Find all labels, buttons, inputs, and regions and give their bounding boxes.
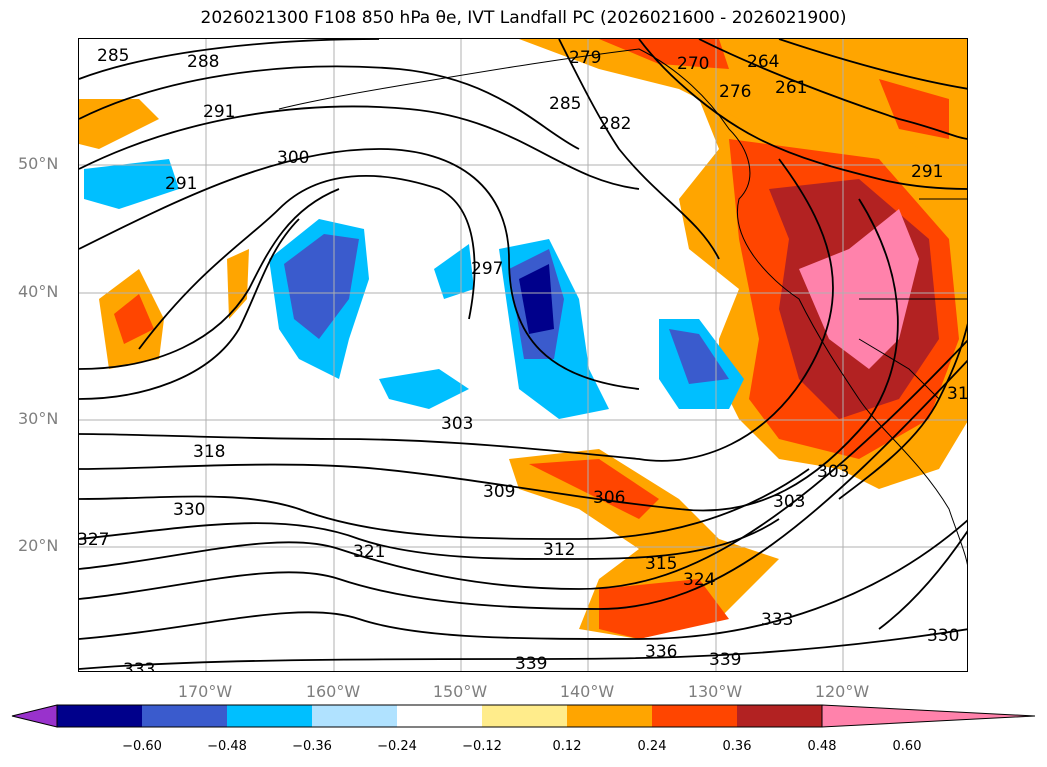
contour-labels: 285 288 291 300 291 297 279 270 264 261 … bbox=[79, 46, 968, 672]
colorbar-cell bbox=[312, 705, 397, 727]
contour-label: 303 bbox=[441, 414, 473, 434]
contour-label: 315 bbox=[645, 554, 677, 574]
contour-label: 330 bbox=[927, 626, 959, 646]
graticule bbox=[79, 39, 967, 671]
colorbar-tick-label: 0.60 bbox=[892, 739, 922, 754]
colorbar-tick-label: 0.48 bbox=[807, 739, 837, 754]
colorbar bbox=[11, 704, 1036, 728]
colorbar-tick-label: −0.48 bbox=[207, 739, 247, 754]
colorbar-cell bbox=[142, 705, 227, 727]
positive-shading-subtropical-inner bbox=[529, 459, 659, 519]
colorbar-arrow-left bbox=[11, 704, 58, 728]
contour-label: 306 bbox=[593, 488, 625, 508]
contour-label: 333 bbox=[123, 660, 155, 672]
negative-shading-d bbox=[379, 369, 469, 409]
negative-shading-e bbox=[84, 159, 179, 209]
contour-label: 330 bbox=[173, 500, 205, 520]
negative-shading-f bbox=[434, 244, 474, 299]
positive-shading-pink bbox=[799, 209, 919, 369]
contour-label: 312 bbox=[947, 384, 968, 404]
map-title: 2026021300 F108 850 hPa θe, IVT Landfall… bbox=[200, 8, 847, 28]
contour-label: 285 bbox=[549, 94, 581, 114]
contour-label: 336 bbox=[645, 642, 677, 662]
colorbar-tick-label: 0.12 bbox=[552, 739, 582, 754]
coastline bbox=[278, 48, 967, 566]
contour-label: 309 bbox=[483, 482, 515, 502]
contour-label: 339 bbox=[515, 654, 547, 672]
contour-label: 312 bbox=[543, 540, 575, 560]
map-panel: 285 288 291 300 291 297 279 270 264 261 … bbox=[78, 38, 968, 672]
colorbar-cell bbox=[397, 705, 482, 727]
colorbar-tick-label: 0.24 bbox=[637, 739, 667, 754]
negative-shading-c-inner bbox=[669, 329, 729, 384]
colorbar-cell bbox=[227, 705, 312, 727]
colorbar-cell bbox=[652, 705, 737, 727]
lat-label-30n: 30°N bbox=[18, 409, 59, 428]
colorbar-outline bbox=[56, 704, 823, 728]
contour-label: 300 bbox=[277, 148, 309, 168]
colorbar-tick-label: −0.60 bbox=[122, 739, 162, 754]
lon-label-160w: 160°W bbox=[305, 682, 361, 701]
colorbar-tick-label: −0.36 bbox=[292, 739, 332, 754]
contour-label: 318 bbox=[193, 442, 225, 462]
map-svg: 285 288 291 300 291 297 279 270 264 261 … bbox=[79, 39, 968, 672]
contour-label: 285 bbox=[97, 46, 129, 66]
negative-shading-a-inner bbox=[284, 234, 359, 339]
colorbar-tick-label: −0.24 bbox=[377, 739, 417, 754]
colorbar-arrow-right bbox=[821, 704, 1036, 728]
lon-label-120w: 120°W bbox=[814, 682, 870, 701]
contour-label: 324 bbox=[683, 570, 715, 590]
contour-label: 321 bbox=[353, 542, 385, 562]
colorbar-tick-label: 0.36 bbox=[722, 739, 752, 754]
lat-label-40n: 40°N bbox=[18, 282, 59, 301]
positive-shading-south bbox=[599, 579, 729, 639]
contour-label: 297 bbox=[471, 259, 503, 279]
contour-label: 339 bbox=[709, 650, 741, 670]
contour-label: 327 bbox=[79, 530, 109, 550]
contour-label: 261 bbox=[775, 78, 807, 98]
shading-layer bbox=[79, 39, 967, 639]
contour-label: 282 bbox=[599, 114, 631, 134]
positive-shading-north-inner bbox=[599, 39, 729, 69]
colorbar-cell bbox=[567, 705, 652, 727]
contour-label: 270 bbox=[677, 54, 709, 74]
positive-shading-west-2 bbox=[79, 99, 159, 149]
contour-label: 291 bbox=[165, 174, 197, 194]
contour-label: 303 bbox=[817, 462, 849, 482]
negative-shading-b-core bbox=[519, 264, 554, 334]
contour-label: 303 bbox=[773, 492, 805, 512]
colorbar-tick-label: −0.12 bbox=[462, 739, 502, 754]
contour-label: 276 bbox=[719, 82, 751, 102]
lon-label-150w: 150°W bbox=[432, 682, 488, 701]
contour-label: 291 bbox=[203, 102, 235, 122]
lat-label-20n: 20°N bbox=[18, 536, 59, 555]
contour-label: 264 bbox=[747, 52, 779, 72]
lon-label-170w: 170°W bbox=[177, 682, 233, 701]
contour-label: 291 bbox=[911, 162, 943, 182]
contour-label: 279 bbox=[569, 48, 601, 68]
lon-label-130w: 130°W bbox=[687, 682, 743, 701]
contour-label: 288 bbox=[187, 52, 219, 72]
lat-label-50n: 50°N bbox=[18, 154, 59, 173]
positive-shading-west-3 bbox=[227, 249, 249, 319]
colorbar-cell bbox=[57, 705, 142, 727]
positive-shading-ne-inner bbox=[879, 79, 949, 139]
positive-shading-west-1-inner bbox=[114, 294, 154, 344]
contour-label: 333 bbox=[761, 610, 793, 630]
theta-e-contours bbox=[79, 39, 967, 670]
colorbar-cell bbox=[737, 705, 822, 727]
colorbar-cell bbox=[482, 705, 567, 727]
colorbar-cells bbox=[11, 704, 1036, 728]
lon-label-140w: 140°W bbox=[559, 682, 615, 701]
